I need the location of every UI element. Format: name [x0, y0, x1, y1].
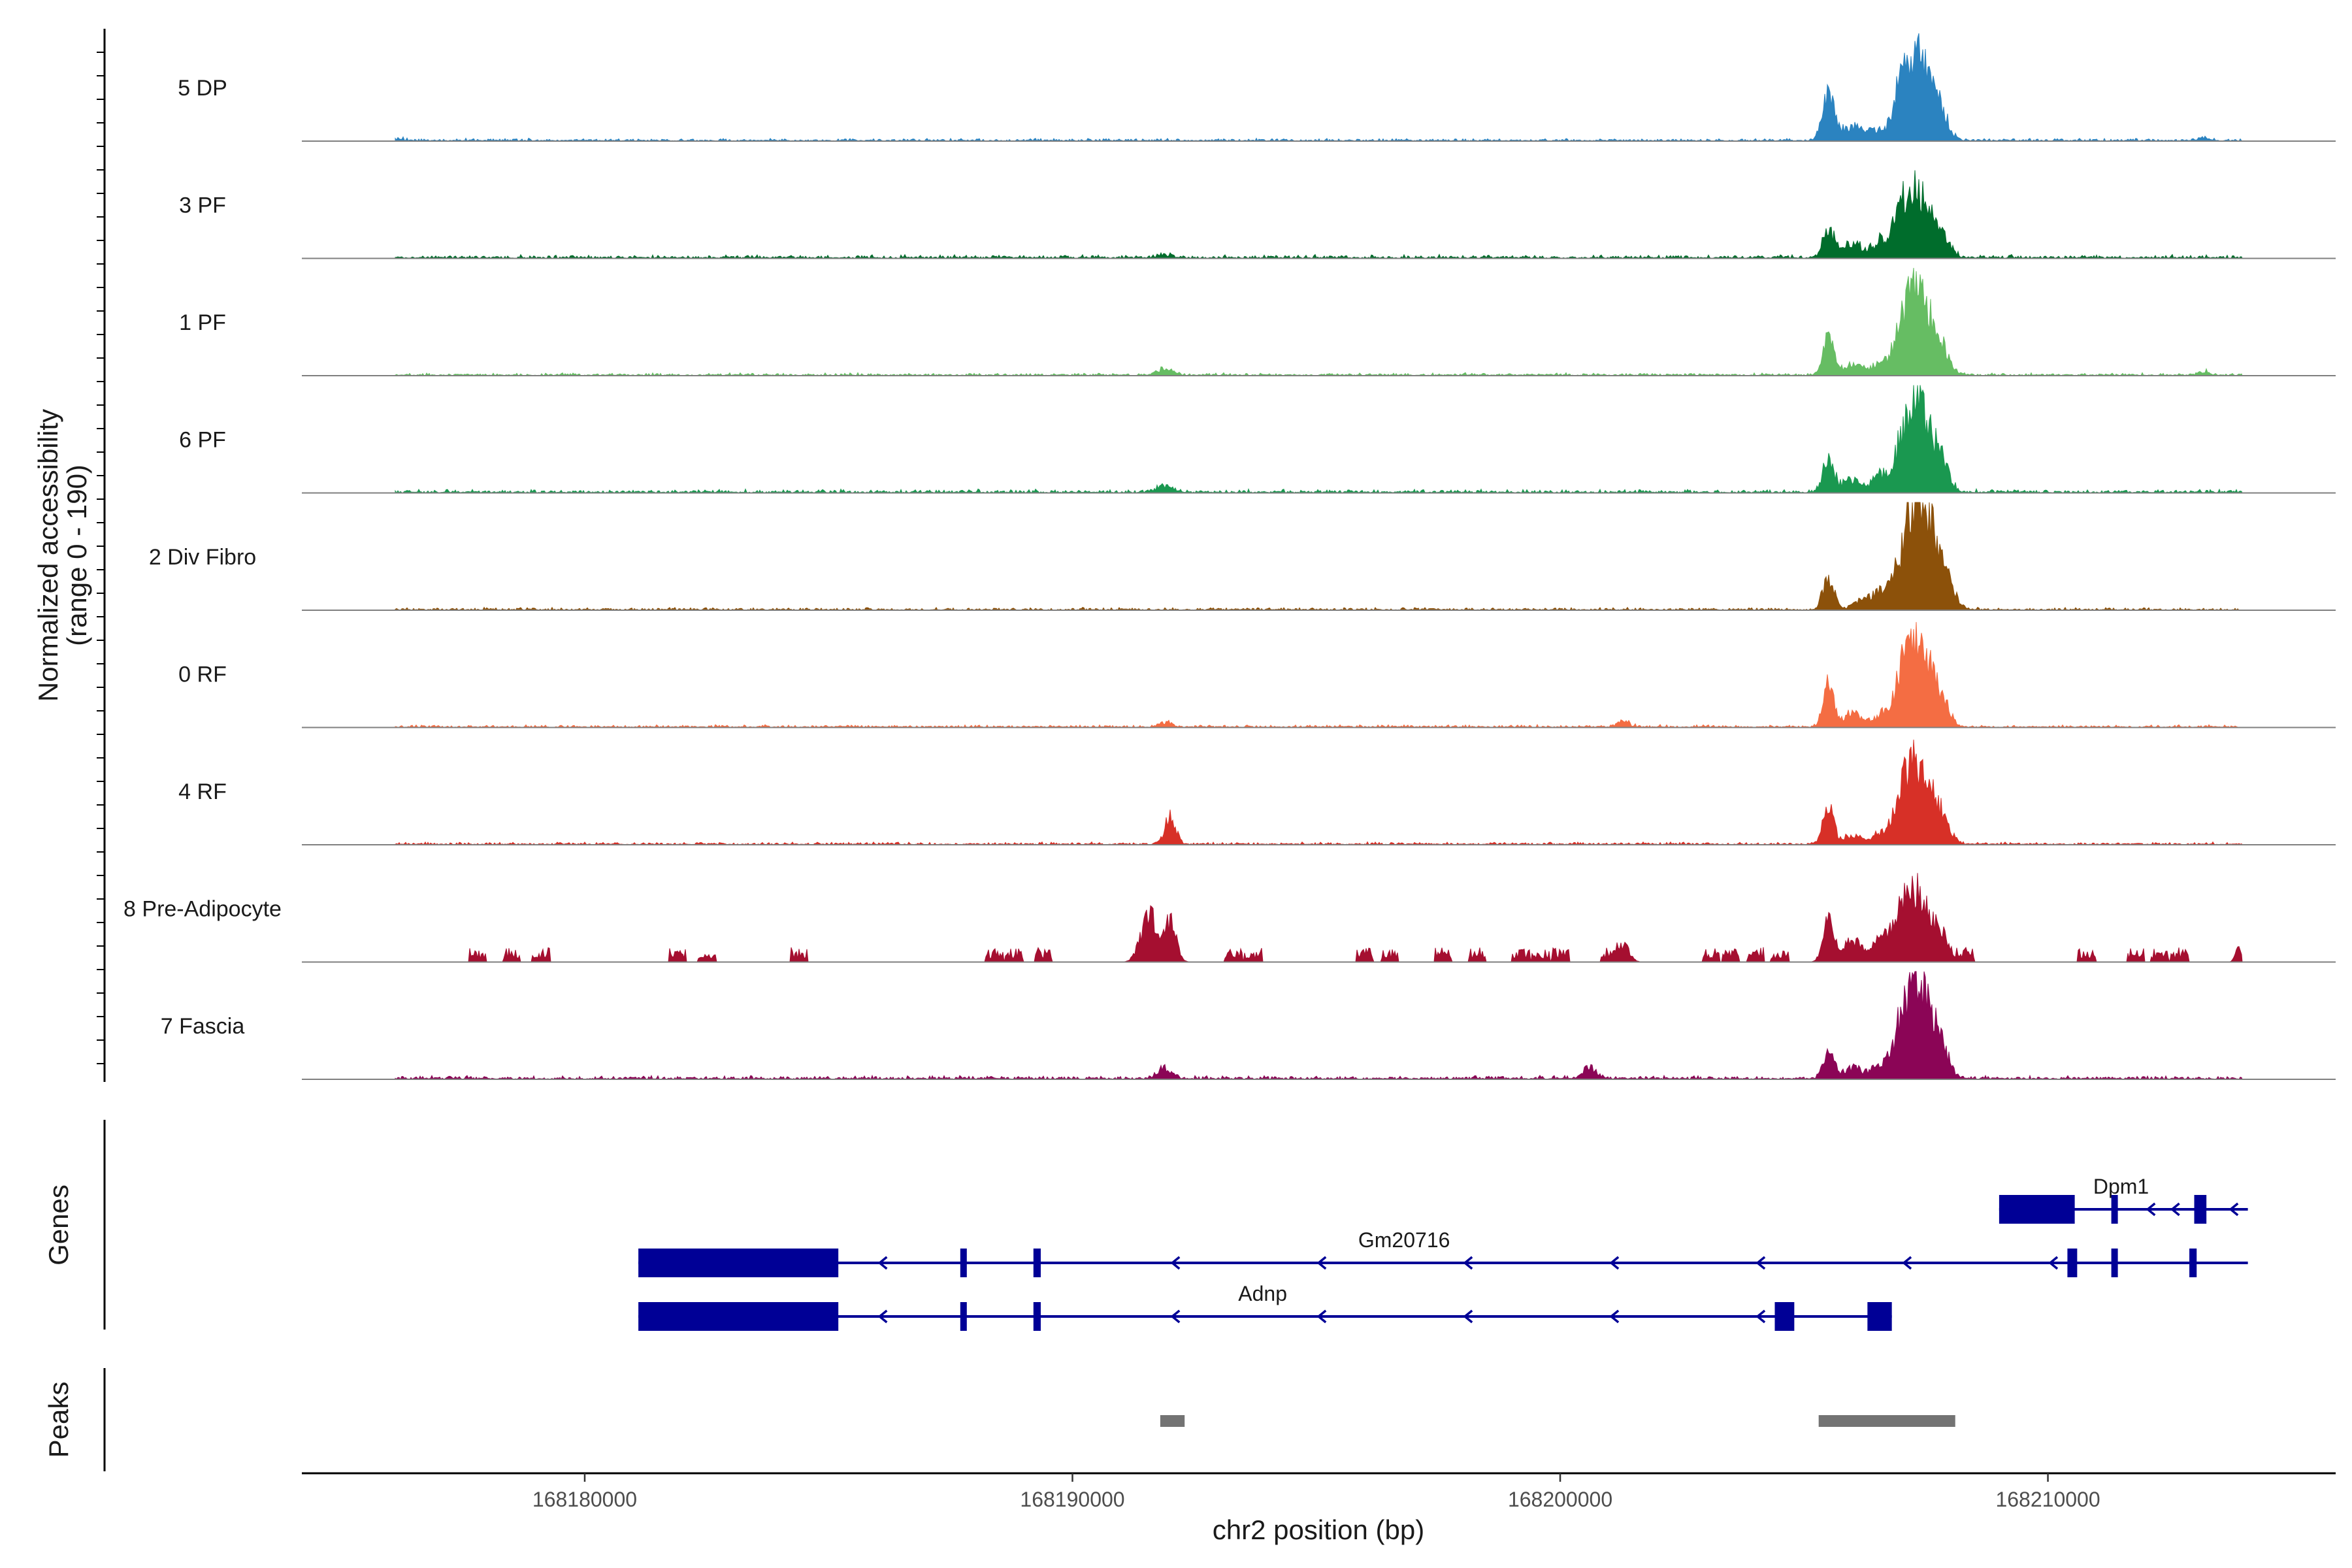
gene-exon	[1774, 1302, 1795, 1331]
strand-arrow	[1463, 1256, 1473, 1270]
gene-exon	[1033, 1249, 1041, 1277]
track-label: 4 RF	[178, 779, 227, 804]
gene-annotation-track: Dpm1 Gm20716 Adnp	[638, 1175, 2248, 1331]
strand-arrow	[1609, 1309, 1620, 1324]
track-6-pf: 6 PF	[179, 385, 2336, 494]
coverage-area	[395, 170, 2243, 259]
gene-exon	[1033, 1302, 1041, 1331]
track-label: 8 Pre-Adipocyte	[123, 897, 282, 922]
gene-label: Adnp	[1238, 1282, 1287, 1305]
gene-exon	[2189, 1249, 2197, 1277]
track-3-pf: 3 PF	[179, 170, 2336, 259]
gene-label: Dpm1	[2093, 1175, 2149, 1198]
track-8-pre-adipocyte: 8 Pre-Adipocyte	[123, 873, 2336, 963]
coverage-area	[395, 622, 2242, 728]
strand-arrow	[1170, 1309, 1181, 1324]
coverage-area	[395, 33, 2244, 142]
track-1-pf: 1 PF	[179, 267, 2336, 376]
track-label: 5 DP	[178, 76, 227, 101]
gene-adnp: Adnp	[638, 1282, 1892, 1331]
strand-arrow	[1756, 1309, 1766, 1324]
x-tick-label: 168190000	[1020, 1488, 1124, 1511]
gene-exon	[2067, 1249, 2078, 1277]
track-2-div-fibro: 2 Div Fibro	[149, 502, 2336, 611]
strand-arrow	[2170, 1202, 2180, 1217]
peak-region	[1818, 1415, 1955, 1427]
strand-arrow	[1756, 1256, 1766, 1270]
coverage-area	[395, 502, 2243, 611]
strand-arrow	[1316, 1256, 1327, 1270]
coverage-area	[395, 971, 2243, 1081]
coverage-area	[395, 385, 2243, 494]
gene-gm20716: Gm20716	[638, 1228, 2248, 1277]
coverage-area	[395, 740, 2243, 845]
strand-arrow	[1463, 1309, 1473, 1324]
strand-arrow	[2048, 1256, 2059, 1270]
coverage-area	[395, 267, 2243, 376]
gene-exon	[2194, 1195, 2207, 1224]
gene-dpm1: Dpm1	[1999, 1175, 2248, 1224]
gene-exon	[960, 1249, 967, 1277]
x-tick-label: 168180000	[532, 1488, 637, 1511]
peaks-panel-title: Peaks	[43, 1382, 74, 1458]
gene-exon	[2111, 1249, 2118, 1277]
coverage-area	[395, 873, 2243, 962]
peaks-track	[1160, 1415, 1955, 1427]
track-label: 7 Fascia	[161, 1014, 245, 1039]
strand-arrow	[1170, 1256, 1181, 1270]
strand-arrow	[877, 1256, 888, 1270]
x-axis: 168180000 168190000 168200000 168210000	[532, 1473, 2100, 1511]
y-axis-title-line2: (range 0 - 190)	[61, 465, 92, 646]
gene-exon	[1999, 1195, 2075, 1224]
strand-arrow	[877, 1309, 888, 1324]
gene-exon	[960, 1302, 967, 1331]
y-axis-title-line1: Normalized accessibility	[33, 409, 63, 702]
track-label: 3 PF	[179, 193, 226, 218]
gene-exon	[638, 1302, 839, 1331]
strand-arrow	[1316, 1309, 1327, 1324]
strand-arrow	[1609, 1256, 1620, 1270]
track-label: 6 PF	[179, 428, 226, 453]
track-0-rf: 0 RF	[178, 622, 2336, 728]
genes-panel-title: Genes	[43, 1184, 74, 1266]
strand-arrow	[1902, 1256, 1912, 1270]
track-label: 1 PF	[179, 310, 226, 335]
coverage-tracks: 5 DP 3 PF 1 PF 6 PF 2 Div Fibro 0 RF 4 RF 8 Pre…	[123, 33, 2336, 1081]
track-5-dp: 5 DP	[178, 33, 2336, 142]
gene-exon	[1867, 1302, 1892, 1331]
track-label: 2 Div Fibro	[149, 545, 256, 570]
x-axis-title: chr2 position (bp)	[1213, 1514, 1425, 1545]
x-tick-label: 168200000	[1508, 1488, 1612, 1511]
track-7-fascia: 7 Fascia	[161, 971, 2336, 1081]
track-label: 0 RF	[178, 662, 227, 687]
y-axis	[97, 29, 106, 1082]
peak-region	[1160, 1415, 1185, 1427]
track-4-rf: 4 RF	[178, 740, 2336, 845]
strand-arrow	[2146, 1202, 2156, 1217]
gene-exon	[638, 1249, 839, 1277]
x-tick-label: 168210000	[1995, 1488, 2100, 1511]
gene-exon	[2111, 1195, 2118, 1224]
gene-label: Gm20716	[1358, 1228, 1450, 1252]
strand-arrow	[2229, 1202, 2239, 1217]
